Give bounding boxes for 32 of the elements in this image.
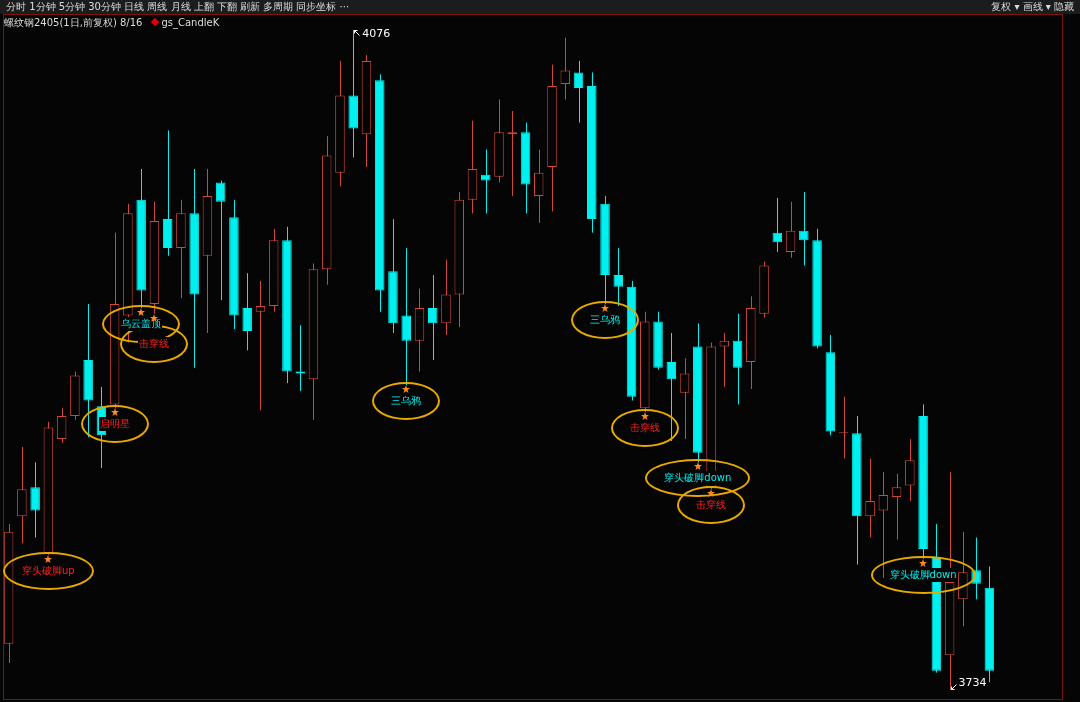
annotation: 穿头破脚down: [888, 567, 958, 582]
text: 复权 ▾ 画线 ▾ 隐藏: [991, 0, 1074, 14]
candlestick: [30, 461, 40, 539]
candlestick: [215, 180, 226, 301]
annotation: 击穿线: [628, 421, 661, 436]
candlestick: [533, 149, 544, 224]
candlestick: [480, 149, 491, 214]
chart-subtitle: gs_CandleK: [160, 17, 220, 28]
candlestick: [573, 60, 584, 124]
annotation: 三乌鸦: [390, 394, 423, 409]
annotation: 击穿线: [695, 498, 728, 513]
candlestick: [255, 280, 266, 411]
candlestick: [613, 247, 624, 307]
text: 分时 1分钟 5分钟 30分钟 日线 周线 月线 上翻 下翻 刷新 多周期 同步坐标 ···: [6, 0, 350, 14]
annotation: 三乌鸦: [589, 313, 622, 328]
annotation: 启明星: [98, 417, 131, 432]
candlestick: [905, 438, 915, 502]
annotation: 穿头破脚down: [663, 471, 733, 486]
annotation: 乌云盖顶: [120, 316, 163, 331]
candlestick: [785, 201, 796, 259]
annotation: 4076: [362, 27, 391, 40]
candlestick: [891, 473, 902, 540]
candlestick: [427, 274, 438, 361]
annotation: 击穿线: [138, 336, 171, 351]
candlestick: [799, 191, 809, 266]
candlestick: [401, 247, 411, 386]
candlestick: [56, 407, 67, 444]
annotation: 3734: [958, 676, 987, 689]
annotation: 穿头破脚up: [21, 563, 76, 578]
candlestick: [679, 357, 690, 440]
chart-title: 螺纹钢2405(1日,前复权) 8/16: [4, 17, 143, 28]
candlestick: [242, 272, 252, 351]
